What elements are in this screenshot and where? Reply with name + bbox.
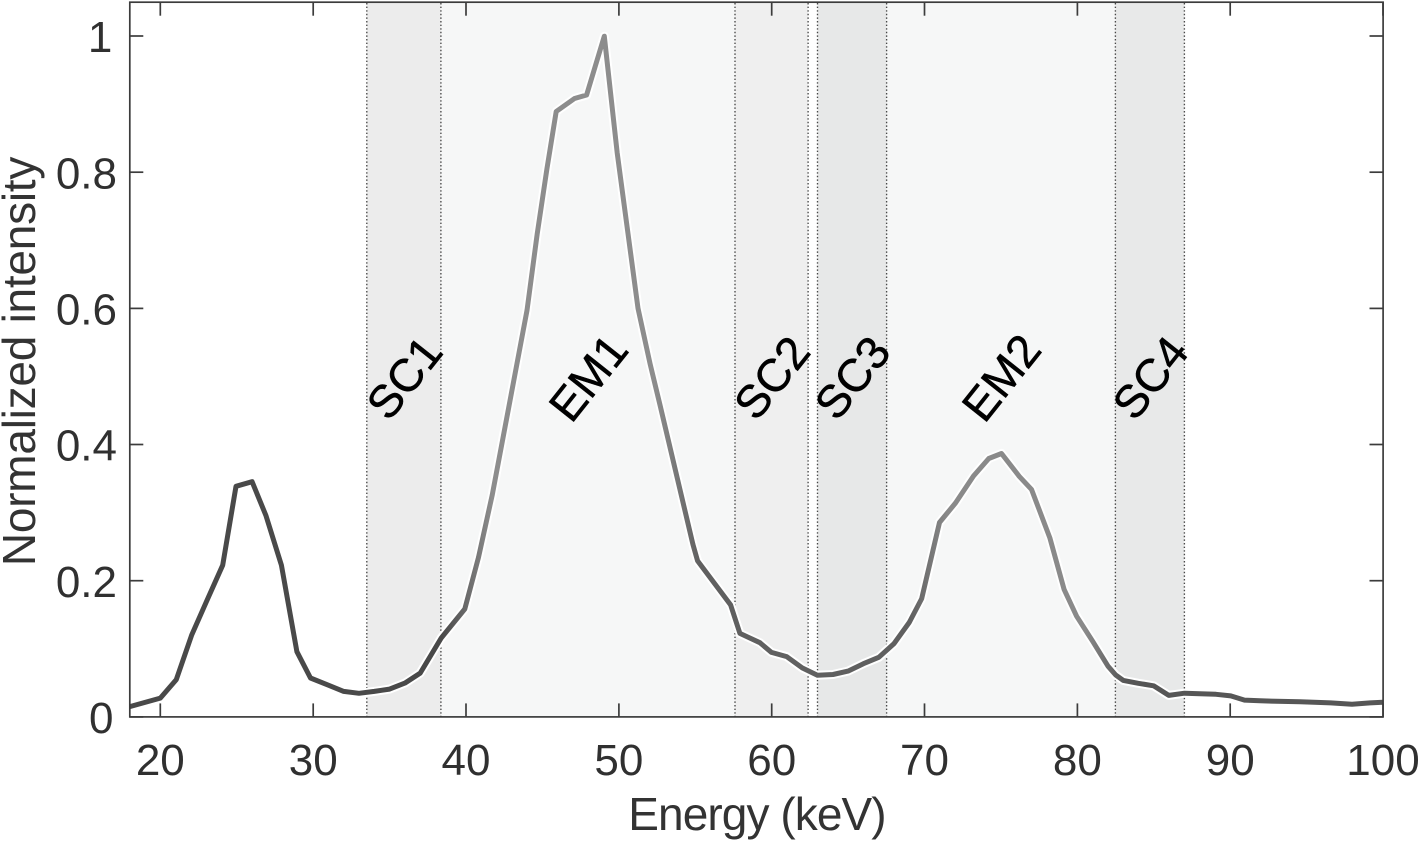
svg-text:70: 70	[900, 736, 949, 785]
svg-text:50: 50	[594, 736, 643, 785]
svg-text:0.2: 0.2	[56, 558, 117, 607]
svg-text:0.8: 0.8	[56, 149, 117, 198]
svg-text:30: 30	[289, 736, 338, 785]
svg-text:20: 20	[136, 736, 185, 785]
svg-text:90: 90	[1206, 736, 1255, 785]
svg-text:0: 0	[89, 694, 113, 743]
svg-text:Normalized intensity: Normalized intensity	[0, 157, 45, 566]
svg-text:80: 80	[1053, 736, 1102, 785]
svg-text:1: 1	[88, 13, 112, 62]
svg-text:60: 60	[747, 736, 796, 785]
svg-text:40: 40	[442, 736, 491, 785]
svg-text:Energy (keV): Energy (keV)	[628, 788, 885, 840]
svg-text:100: 100	[1346, 736, 1418, 785]
svg-text:0.6: 0.6	[56, 286, 117, 335]
svg-text:0.4: 0.4	[56, 422, 117, 471]
